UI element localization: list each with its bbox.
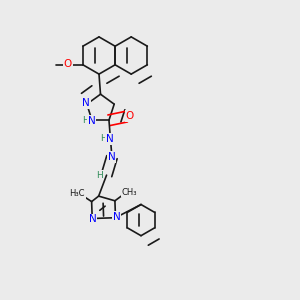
Text: N: N — [88, 214, 96, 224]
Text: N: N — [82, 98, 90, 108]
Text: O: O — [64, 59, 72, 69]
Text: N: N — [88, 116, 96, 126]
Text: N: N — [112, 212, 120, 222]
Text: H: H — [82, 116, 89, 125]
Text: CH₃: CH₃ — [122, 188, 137, 196]
Text: H: H — [100, 134, 106, 143]
Text: N: N — [108, 152, 116, 162]
Text: H: H — [97, 171, 103, 180]
Text: O: O — [126, 111, 134, 121]
Text: H₃C: H₃C — [70, 189, 85, 198]
Text: N: N — [106, 134, 114, 144]
